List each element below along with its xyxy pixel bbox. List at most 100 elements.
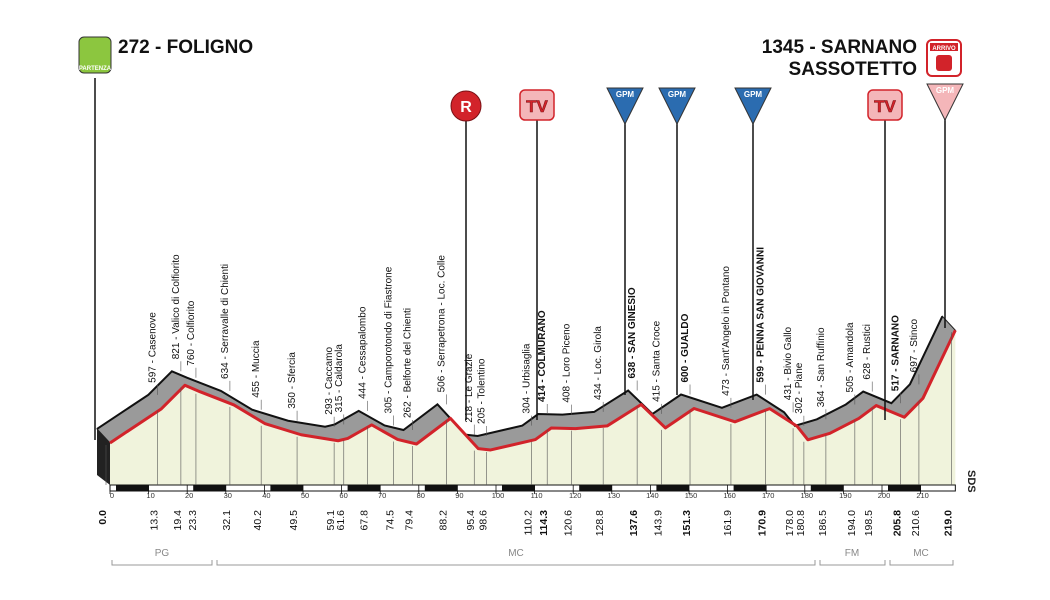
waypoint-label: 304 - Urbisaglia — [521, 343, 532, 413]
gpm-label: GPM — [668, 90, 687, 99]
km-tick-label: 120 — [569, 491, 582, 500]
tv-label: TV — [874, 97, 896, 116]
km-label: 59.1 — [325, 510, 337, 531]
partenza-label: PARTENZA — [79, 66, 112, 72]
km-label: 79.4 — [403, 510, 415, 531]
waypoint-label: 205 - Tolentino — [477, 358, 488, 424]
ruler-segment — [424, 485, 458, 491]
ruler-segment — [502, 485, 535, 491]
gpm-marker — [606, 87, 644, 126]
km-label: 137.6 — [628, 510, 640, 536]
waypoint-label: 821 - Valico di Colfiorito — [171, 254, 182, 359]
ruler-segment — [579, 485, 612, 491]
tv-marker — [519, 89, 555, 121]
ruler-segment — [888, 485, 921, 491]
tv-marker — [867, 89, 903, 121]
km-tick-label: 170 — [762, 491, 775, 500]
waypoint-label: 505 - Amandola — [845, 322, 856, 392]
km-label: 186.5 — [817, 510, 829, 536]
km-label: 110.2 — [522, 510, 534, 536]
km-label: 114.3 — [538, 510, 550, 536]
waypoint-label: 760 - Colfiorito — [186, 300, 197, 365]
km-label: 88.2 — [437, 510, 449, 531]
ruler-segment — [733, 485, 767, 491]
km-label: 210.6 — [910, 510, 922, 536]
km-label: 67.8 — [359, 510, 371, 531]
ruler-segment — [810, 485, 844, 491]
waypoint-label: 415 - Santa Croce — [651, 320, 662, 402]
waypoint-label: 408 - Loro Piceno — [562, 323, 573, 402]
tv-label: TV — [526, 97, 548, 116]
region-bar — [889, 560, 954, 566]
km-label: 120.6 — [563, 510, 575, 536]
ruler-segment — [270, 485, 303, 491]
km-label: 40.2 — [252, 510, 264, 531]
km-label: 180.8 — [795, 510, 807, 536]
km-tick-label: 70 — [378, 491, 386, 500]
waypoint-label: 517 - SARNANO — [890, 315, 901, 391]
km-label: 170.9 — [757, 510, 769, 536]
profile-layer — [96, 315, 957, 494]
gpm-label: GPM — [744, 90, 763, 99]
labels-layer: 0 10 20 30 40 50 60 70 80 90 100 110 120 130 140 150 160… — [97, 83, 964, 536]
waypoint-label: 597 - Casenove — [147, 312, 158, 383]
region-label: MC — [508, 548, 524, 559]
arrivo-label: ARRIVO — [932, 46, 956, 52]
waypoint-label: 431 - Bivio Gallo — [783, 326, 794, 400]
region-label: FM — [845, 548, 859, 559]
km-label: 23.3 — [187, 510, 199, 531]
waypoint-label: 262 - Belforte del Chienti — [402, 308, 413, 418]
km-label: 32.1 — [221, 510, 233, 531]
km-tick-label: 60 — [339, 491, 347, 500]
waypoint-label: 455 - Muccia — [251, 340, 262, 398]
km-label: 74.5 — [385, 510, 397, 531]
km-tick-label: 20 — [185, 491, 193, 500]
km-label: 178.0 — [784, 510, 796, 536]
gpm-marker — [658, 87, 696, 126]
waypoint-label: 218 - Le Grazie — [464, 353, 475, 422]
km-tick-label: 0 — [110, 491, 114, 500]
km-tick-label: 40 — [262, 491, 270, 500]
km-tick-label: 210 — [916, 491, 929, 500]
km-tick-label: 190 — [839, 491, 852, 500]
km-label: 49.5 — [288, 510, 300, 531]
ruler-segment — [347, 485, 381, 491]
waypoint-label: 302 - Piane — [794, 362, 805, 414]
waypoint-label: 434 - Loc. Girola — [593, 326, 604, 400]
start-title: 272 - FOLIGNO — [118, 37, 253, 58]
arrivo-symbol — [936, 55, 952, 71]
region-label: MC — [913, 548, 929, 559]
waypoint-label: 600 - GUALDO — [680, 313, 691, 382]
profile-ground — [110, 330, 956, 485]
region-bar — [216, 560, 816, 566]
km-tick-label: 90 — [455, 491, 463, 500]
waypoint-label: 634 - Serravalle di Chienti — [220, 264, 231, 379]
waypoint-label: 473 - Sant'Angelo in Pontano — [721, 266, 732, 396]
gpm-marker — [734, 87, 772, 126]
waypoint-label: 628 - Rustici — [862, 324, 873, 380]
partenza-icon — [78, 36, 112, 74]
gpm-label: GPM — [936, 86, 955, 95]
km-label: 151.3 — [681, 510, 693, 536]
arrivo-band — [930, 43, 958, 51]
profile-top — [96, 315, 944, 437]
km-label: 198.5 — [863, 510, 875, 536]
waypoint-label: 293 - Caccamo — [324, 346, 335, 414]
km-tick-label: 10 — [146, 491, 154, 500]
km-label: 128.8 — [594, 510, 606, 536]
waypoint-label: 364 - San Ruffinio — [816, 327, 827, 407]
waypoint-label: 697 - Stinco — [909, 319, 920, 373]
km-label: 19.4 — [172, 510, 184, 531]
gpm-marker — [926, 83, 964, 122]
ruler-segment — [656, 485, 689, 491]
logo: SDS — [965, 470, 977, 493]
km-tick-label: 80 — [417, 491, 425, 500]
region-bar — [111, 560, 213, 566]
waypoint-label: 599 - PENNA SAN GIOVANNI — [756, 247, 767, 383]
finish-title: 1345 - SARNANO — [762, 37, 917, 58]
km-tick-label: 100 — [492, 491, 505, 500]
km-tick-label: 110 — [531, 491, 543, 500]
waypoint-label: 305 - Camporotondo di Fiastrone — [384, 266, 395, 413]
km-label: 194.0 — [846, 510, 858, 536]
